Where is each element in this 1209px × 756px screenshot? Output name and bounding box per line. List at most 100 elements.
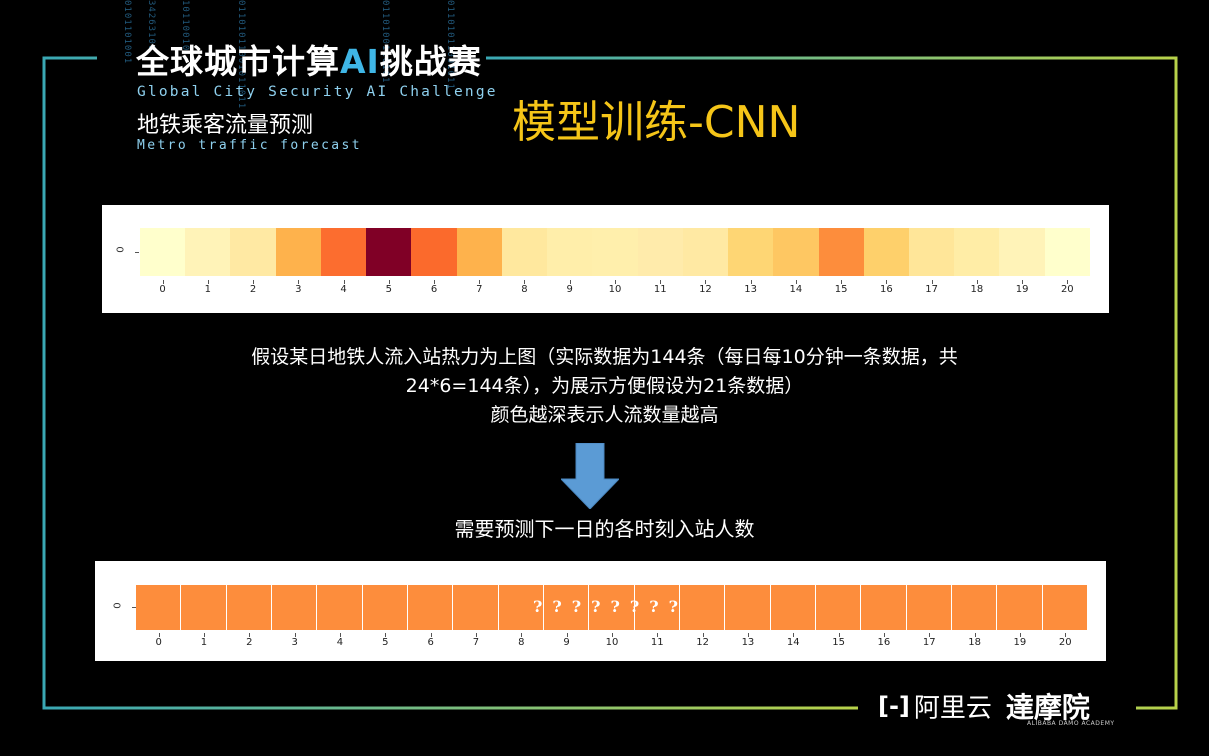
heatmap-cell bbox=[317, 585, 363, 630]
heatmap-cell bbox=[140, 228, 186, 276]
x-tick-label: 0 bbox=[140, 280, 185, 295]
heatmap-cell bbox=[185, 228, 231, 276]
x-tick-label: 20 bbox=[1045, 280, 1090, 295]
x-tick-label: 1 bbox=[181, 633, 226, 648]
heatmap-cell bbox=[136, 585, 182, 630]
x-tick-label: 2 bbox=[227, 633, 272, 648]
x-tick-label: 3 bbox=[276, 280, 321, 295]
arrow-down-icon bbox=[561, 443, 619, 509]
x-tick-label: 13 bbox=[725, 633, 770, 648]
x-tick-label: 10 bbox=[592, 280, 637, 295]
heatmap-cell bbox=[997, 585, 1043, 630]
x-tick-label: 11 bbox=[638, 280, 683, 295]
x-tick-label: 6 bbox=[411, 280, 456, 295]
heatmap-cell bbox=[456, 228, 502, 276]
y-tick-mark bbox=[132, 607, 136, 608]
heatmap-cell bbox=[951, 585, 998, 630]
matrix-decoration: 0101101001 bbox=[122, 0, 132, 65]
heatmap-cell bbox=[908, 228, 955, 276]
heatmap-cell bbox=[954, 228, 1000, 276]
x-tick-label: 8 bbox=[499, 633, 544, 648]
heatmap-row bbox=[140, 228, 1090, 276]
y-tick-mark bbox=[135, 252, 139, 253]
heatmap-panel-prediction: 0 0 1 2 3 4 5 6 7 8 9 10 11 12 13 14 15 16 17 18 19 20 bbox=[95, 561, 1106, 661]
heatmap-cell bbox=[1044, 228, 1090, 276]
x-tick-label: 8 bbox=[502, 280, 547, 295]
x-tick-label: 15 bbox=[816, 633, 861, 648]
competition-logo: 全球城市计算AI挑战赛 bbox=[136, 44, 482, 80]
heatmap-cell bbox=[230, 228, 276, 276]
heatmap-cell bbox=[275, 228, 321, 276]
unknown-values-marks: ???????? bbox=[533, 597, 688, 616]
x-tick-label: 9 bbox=[544, 633, 589, 648]
matrix-decoration: 01101011001011011 bbox=[236, 0, 246, 110]
logo-text-ai: AI bbox=[340, 42, 380, 81]
heatmap-cell bbox=[411, 228, 457, 276]
heatmap-cell bbox=[863, 228, 909, 276]
heatmap-cell bbox=[682, 228, 729, 276]
x-axis-ticks: 0 1 2 3 4 5 6 7 8 9 10 11 12 13 14 15 16 17 18 19 20 bbox=[140, 280, 1090, 295]
x-tick-label: 17 bbox=[907, 633, 952, 648]
description-line-2: 24*6=144条），为展示方便假设为21条数据） bbox=[405, 375, 804, 397]
heatmap-cell bbox=[362, 585, 408, 630]
logo-text-prefix: 全球城市计算 bbox=[136, 42, 340, 81]
x-tick-label: 1 bbox=[185, 280, 230, 295]
heatmap-cell bbox=[728, 228, 774, 276]
heatmap-cell bbox=[815, 585, 862, 630]
x-tick-label: 3 bbox=[272, 633, 317, 648]
heatmap-cell bbox=[592, 228, 638, 276]
x-tick-label: 4 bbox=[317, 633, 362, 648]
heatmap-cell bbox=[1042, 585, 1088, 630]
competition-subtitle-english: Metro traffic forecast bbox=[137, 138, 362, 153]
x-tick-label: 2 bbox=[230, 280, 275, 295]
heatmap-cell bbox=[679, 585, 726, 630]
x-tick-label: 13 bbox=[728, 280, 773, 295]
heatmap-cell bbox=[861, 585, 907, 630]
heatmap-row bbox=[136, 585, 1088, 630]
heatmap-cell bbox=[226, 585, 272, 630]
matrix-decoration: 01101011001011 bbox=[445, 0, 455, 90]
x-tick-label: 18 bbox=[954, 280, 999, 295]
heatmap-cell bbox=[543, 585, 590, 630]
damo-academy-text: 達摩院 bbox=[1005, 691, 1090, 724]
logo-text-suffix: 挑战赛 bbox=[379, 42, 482, 81]
matrix-decoration: 0110100110101 bbox=[380, 0, 390, 84]
heatmap-cell bbox=[906, 585, 952, 630]
heatmap-cell bbox=[320, 228, 367, 276]
heatmap-cell bbox=[181, 585, 227, 630]
x-tick-label: 14 bbox=[771, 633, 816, 648]
x-tick-label: 15 bbox=[819, 280, 864, 295]
y-tick-label: 0 bbox=[115, 246, 127, 253]
x-tick-label: 20 bbox=[1043, 633, 1088, 648]
slide-title: 模型训练-CNN bbox=[512, 97, 801, 148]
x-tick-label: 16 bbox=[861, 633, 906, 648]
heatmap-cell bbox=[453, 585, 499, 630]
x-tick-label: 19 bbox=[997, 633, 1042, 648]
heatmap-cell bbox=[547, 228, 593, 276]
x-tick-label: 19 bbox=[999, 280, 1044, 295]
x-tick-label: 5 bbox=[366, 280, 411, 295]
aliyun-text: 阿里云 bbox=[913, 693, 992, 724]
x-tick-label: 14 bbox=[773, 280, 818, 295]
damo-academy-english: ALIBABA DAMO ACADEMY bbox=[1027, 720, 1115, 727]
heatmap-cell bbox=[770, 585, 816, 630]
x-tick-label: 17 bbox=[909, 280, 954, 295]
heatmap-cell bbox=[589, 585, 635, 630]
heatmap-cell bbox=[818, 228, 864, 276]
x-tick-label: 12 bbox=[683, 280, 728, 295]
aliyun-logo-icon: [-] bbox=[878, 692, 910, 720]
competition-subtitle: 地铁乘客流量预测 bbox=[137, 113, 314, 138]
y-tick-label: 0 bbox=[112, 602, 124, 609]
x-tick-label: 0 bbox=[136, 633, 181, 648]
x-axis-ticks: 0 1 2 3 4 5 6 7 8 9 10 11 12 13 14 15 16 17 18 19 20 bbox=[136, 633, 1088, 648]
x-tick-label: 5 bbox=[363, 633, 408, 648]
heatmap-cell bbox=[725, 585, 771, 630]
description-line-1: 假设某日地铁人流入站热力为上图（实际数据为144条（每日每10分钟一条数据，共 bbox=[251, 346, 958, 368]
heatmap-panel-history: 0 0 1 2 3 4 5 6 7 8 9 10 11 12 13 14 15 16 17 18 19 20 bbox=[102, 205, 1109, 313]
heatmap-cell bbox=[773, 228, 819, 276]
matrix-decoration: 10110010 bbox=[180, 0, 190, 52]
matrix-decoration: 34263100 bbox=[146, 0, 156, 52]
x-tick-label: 10 bbox=[589, 633, 634, 648]
x-tick-label: 16 bbox=[864, 280, 909, 295]
